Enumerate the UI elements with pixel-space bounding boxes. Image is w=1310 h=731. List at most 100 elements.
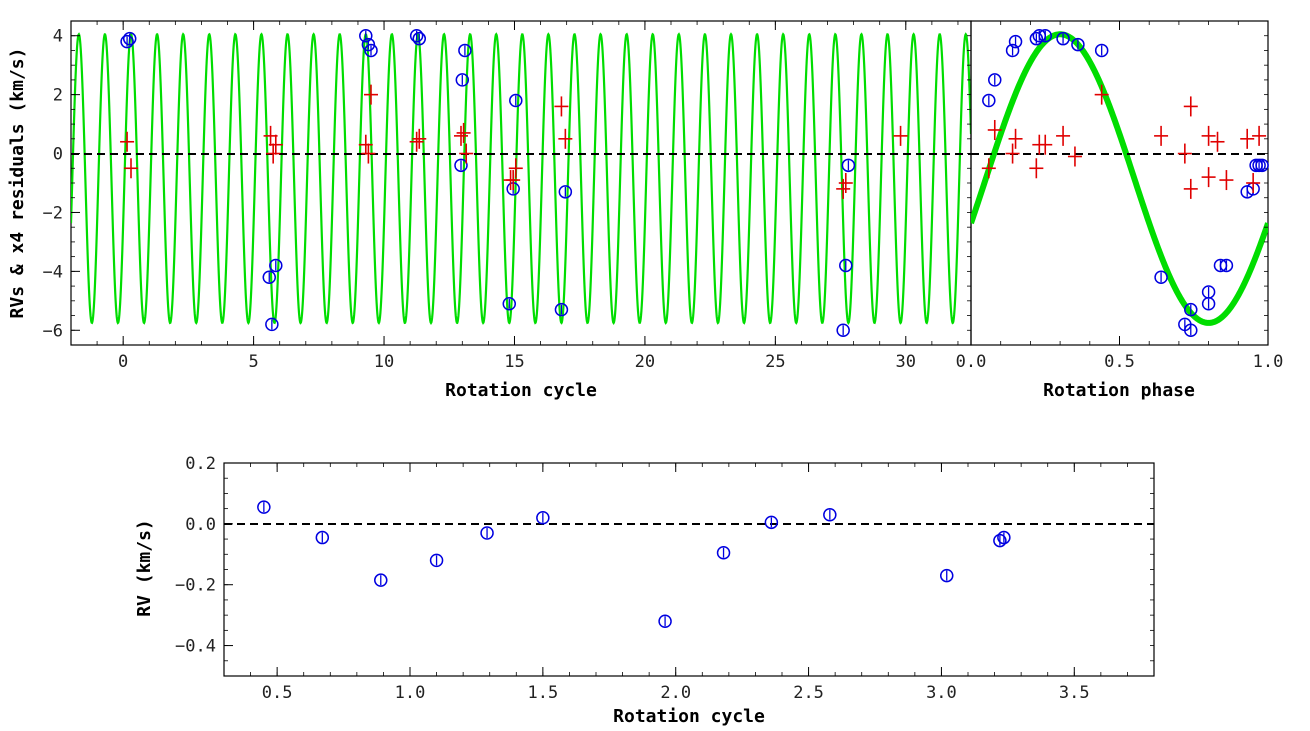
plus-point	[1240, 128, 1255, 149]
circle-point	[374, 573, 388, 587]
plus-point	[412, 128, 427, 149]
circle-point	[1154, 270, 1168, 285]
circle-point	[536, 511, 550, 525]
plus-point	[1056, 125, 1071, 146]
x-tick-label: 1.5	[527, 683, 558, 703]
circle-point	[502, 297, 517, 311]
x-axis-title-c: Rotation cycle	[613, 706, 765, 727]
plus-point	[1210, 131, 1225, 152]
x-tick-label: 0.5	[262, 683, 293, 703]
x-tick-label: 25	[765, 352, 785, 372]
circle-point	[509, 93, 523, 108]
x-tick-label: 1.0	[395, 683, 426, 703]
circle-point	[1029, 31, 1044, 46]
plus-point	[838, 173, 853, 193]
plus-point	[836, 178, 851, 199]
y-tick-label: 0	[53, 145, 63, 165]
plus-point	[1029, 158, 1044, 179]
circle-point	[558, 185, 573, 199]
y-tick-label: 0.2	[185, 454, 216, 474]
plus-point	[1154, 125, 1169, 146]
circle-point	[1184, 323, 1198, 338]
circle-point	[455, 73, 470, 87]
x-tick-label: 5	[248, 352, 258, 372]
plus-point	[364, 84, 378, 105]
x-tick-label: 2.5	[793, 683, 824, 703]
x-tick-label: 20	[635, 352, 655, 372]
plot-frame-c	[223, 462, 1155, 677]
circle-point	[429, 553, 444, 568]
circle-point	[939, 568, 954, 583]
circle-point	[554, 302, 569, 317]
plus-point	[358, 134, 373, 155]
circle-point	[1008, 34, 1023, 49]
circle-point	[988, 73, 1002, 87]
circle-point	[120, 34, 134, 49]
circle-point	[315, 530, 330, 545]
plus-point	[508, 158, 523, 179]
circle-point	[1184, 302, 1198, 317]
plus-point	[1201, 125, 1216, 146]
circle-point	[454, 158, 468, 173]
plus-point	[1177, 143, 1192, 164]
circle-point	[458, 43, 472, 58]
x-tick-label: 0.0	[956, 352, 987, 372]
circle-point	[122, 31, 137, 46]
circle-point	[997, 530, 1011, 545]
circle-point	[257, 500, 271, 514]
plus-point	[268, 134, 283, 155]
circle-point	[1201, 297, 1216, 311]
plus-point	[893, 125, 908, 146]
plus-point	[1067, 146, 1082, 167]
circle-point	[839, 258, 853, 273]
plus-point	[1005, 143, 1020, 164]
plus-point	[1094, 84, 1109, 105]
circle-point	[1056, 31, 1070, 46]
x-tick-label: 30	[896, 352, 916, 372]
ticks-b: 0.0 0.5 1.0	[956, 20, 1284, 372]
plus-point	[1201, 167, 1216, 188]
x-axis-title-a: Rotation cycle	[445, 380, 597, 401]
y-tick-label: −2	[43, 203, 63, 223]
circle-point	[1201, 285, 1216, 299]
model-curve-a	[71, 32, 971, 325]
circle-point	[364, 43, 378, 58]
y-tick-label: −4	[43, 262, 63, 282]
circle-point	[265, 317, 279, 332]
circle-point	[982, 93, 996, 108]
y-tick-label: −6	[43, 321, 63, 341]
x-tick-label: 15	[504, 352, 524, 372]
circle-point	[823, 507, 837, 522]
x-tick-label: 3.5	[1059, 683, 1090, 703]
circle-point	[993, 533, 1007, 548]
plus-point	[456, 122, 471, 143]
plus-point	[981, 158, 996, 179]
panel-residuals: 0.5 1.0 1.5 2.0 2.5 3.0 3.5 0.2 0.0 −0.2 −0.4 Rota…	[134, 454, 1155, 727]
plot-frame-b	[970, 20, 1269, 346]
plus-point	[558, 128, 573, 149]
plus-point	[1252, 125, 1267, 146]
circle-point	[764, 515, 779, 530]
points-c	[257, 500, 1011, 628]
x-tick-label: 0	[118, 352, 128, 372]
circle-point	[1219, 258, 1234, 273]
model-curve-b	[971, 31, 1268, 326]
x-tick-label: 2.0	[660, 683, 691, 703]
y-tick-label: −0.2	[175, 576, 216, 596]
panel-rotation-phase: 0.0 0.5 1.0 Rotation phase	[956, 20, 1284, 401]
circle-point	[1038, 28, 1052, 43]
circle-point	[658, 614, 672, 628]
plus-point	[554, 96, 569, 117]
plus-point	[266, 143, 281, 164]
circle-point	[1094, 43, 1109, 58]
plus-point	[1038, 134, 1053, 155]
x-tick-label: 10	[374, 352, 394, 372]
y-tick-label: −0.4	[175, 637, 216, 657]
plus-point	[120, 131, 135, 152]
circle-point	[1252, 158, 1266, 173]
plus-point	[361, 143, 376, 164]
x-tick-label: 1.0	[1253, 352, 1284, 372]
x-axis-title-b: Rotation phase	[1043, 380, 1195, 401]
